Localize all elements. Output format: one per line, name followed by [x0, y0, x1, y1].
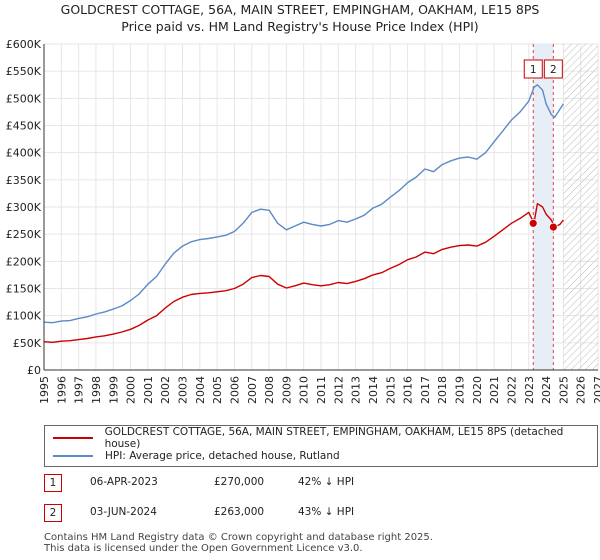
x-tick-label: 2021	[488, 376, 501, 404]
x-tick-label: 2027	[592, 376, 600, 404]
sale-number-box	[523, 59, 543, 79]
x-tick-label: 1998	[90, 376, 103, 404]
x-tick-label: 2009	[280, 376, 293, 404]
x-tick-label: 2025	[557, 376, 570, 404]
x-tick-label: 2018	[436, 376, 449, 404]
transaction-price: £263,000	[214, 506, 265, 518]
x-tick-label: 2001	[142, 376, 155, 404]
legend-swatch-hpi	[53, 455, 93, 457]
future-hatch-region	[563, 44, 598, 370]
y-tick-label: £600K	[6, 38, 42, 51]
x-tick-label: 2015	[384, 376, 397, 404]
y-tick-label: £200K	[6, 255, 42, 268]
x-tick-label: 1999	[107, 376, 120, 404]
sale-point	[528, 218, 538, 228]
transaction-price: £270,000	[214, 476, 265, 488]
sale-number-label: 2	[550, 64, 557, 76]
x-tick-label: 2019	[454, 376, 467, 404]
grid-lines	[43, 43, 599, 371]
footer-line1: Contains HM Land Registry data © Crown c…	[44, 532, 433, 543]
series-line	[43, 84, 564, 324]
legend-item-property: GOLDCREST COTTAGE, 56A, MAIN STREET, EMP…	[53, 426, 597, 450]
y-tick-label: £300K	[6, 201, 42, 214]
y-tick-label: £400K	[6, 147, 42, 160]
x-tick-label: 2003	[177, 376, 190, 404]
y-tick-label: £550K	[6, 65, 42, 78]
y-tick-label: £50K	[13, 337, 42, 350]
x-tick-label: 2026	[575, 376, 588, 404]
sale-point	[548, 222, 558, 232]
legend-item-hpi: HPI: Average price, detached house, Rutl…	[53, 447, 340, 465]
y-tick-label: £500K	[6, 92, 42, 105]
footer-line2: This data is licensed under the Open Gov…	[44, 543, 363, 554]
axes: 1995 1996 1997 1998 1999 2000 2001 2002 2003 2004…	[6, 38, 600, 404]
transaction-number-badge: 2	[44, 504, 62, 522]
x-tick-label: 2006	[228, 376, 241, 404]
x-tick-label: 2017	[419, 376, 432, 404]
x-tick-label: 2013	[350, 376, 363, 404]
transaction-row: 2 03-JUN-2024 £263,000 43% ↓ HPI	[44, 504, 584, 528]
legend-label-hpi: HPI: Average price, detached house, Rutl…	[105, 450, 340, 462]
x-tick-label: 2008	[263, 376, 276, 404]
chart-title-line1: GOLDCREST COTTAGE, 56A, MAIN STREET, EMP…	[60, 2, 540, 17]
transaction-hpi-diff: 43% ↓ HPI	[298, 506, 355, 518]
y-tick-label: £0	[27, 364, 41, 377]
x-tick-label: 2023	[523, 376, 536, 404]
transaction-number-badge: 1	[44, 474, 62, 492]
series-line	[43, 202, 564, 343]
x-tick-label: 2016	[402, 376, 415, 404]
x-tick-label: 2005	[211, 376, 224, 404]
x-tick-label: 1995	[38, 376, 51, 404]
x-tick-label: 2007	[246, 376, 259, 404]
y-tick-label: £100K	[6, 310, 42, 323]
x-tick-label: 2024	[540, 376, 553, 404]
x-tick-label: 2014	[367, 376, 380, 404]
chart-title-line2: Price paid vs. HM Land Registry's House …	[121, 19, 479, 34]
x-tick-label: 1997	[73, 376, 86, 404]
y-tick-label: £150K	[6, 283, 42, 296]
x-tick-label: 2012	[332, 376, 345, 404]
x-tick-label: 2011	[315, 376, 328, 404]
transaction-hpi-diff: 42% ↓ HPI	[298, 476, 355, 488]
transaction-date: 03-JUN-2024	[90, 506, 157, 518]
x-tick-label: 1996	[55, 376, 68, 404]
y-tick-label: £250K	[6, 228, 42, 241]
legend-label-property: GOLDCREST COTTAGE, 56A, MAIN STREET, EMP…	[104, 426, 564, 450]
y-tick-label: £350K	[6, 174, 42, 187]
transaction-row: 1 06-APR-2023 £270,000 42% ↓ HPI	[44, 474, 584, 498]
series-lines	[43, 84, 564, 343]
footer: Contains HM Land Registry data © Crown c…	[44, 532, 433, 554]
legend-swatch-property	[53, 437, 93, 439]
transaction-date: 06-APR-2023	[90, 476, 158, 488]
x-tick-label: 2010	[298, 376, 311, 404]
price-chart: 1995 1996 1997 1998 1999 2000 2001 2002 2003 2004…	[6, 38, 600, 404]
x-tick-label: 2000	[125, 376, 138, 404]
sale-number-label: 1	[530, 64, 537, 76]
y-tick-label: £450K	[6, 120, 42, 133]
sale-number-box	[543, 59, 563, 79]
x-tick-label: 2020	[471, 376, 484, 404]
x-tick-label: 2022	[505, 376, 518, 404]
x-tick-label: 2004	[194, 376, 207, 404]
legend: GOLDCREST COTTAGE, 56A, MAIN STREET, EMP…	[44, 425, 598, 467]
x-tick-label: 2002	[159, 376, 172, 404]
